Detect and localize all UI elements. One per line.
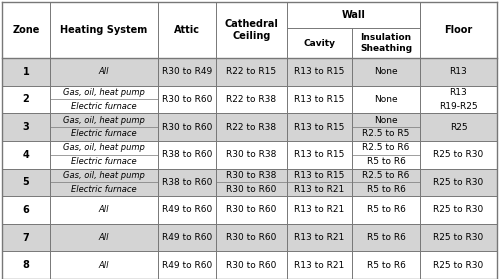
- Text: R13 to R21: R13 to R21: [294, 261, 345, 270]
- Text: R49 to R60: R49 to R60: [162, 233, 212, 242]
- Text: R22 to R38: R22 to R38: [227, 95, 276, 104]
- Text: R30 to R60: R30 to R60: [227, 261, 276, 270]
- Text: Electric furnace: Electric furnace: [71, 185, 137, 194]
- Text: R30 to R60: R30 to R60: [227, 205, 276, 215]
- Text: Floor: Floor: [445, 25, 473, 35]
- Text: Gas, oil, heat pump: Gas, oil, heat pump: [63, 88, 145, 97]
- Text: Attic: Attic: [174, 25, 200, 35]
- Text: Zone: Zone: [12, 25, 40, 35]
- Bar: [2, 2, 497, 58]
- Text: R38 to R60: R38 to R60: [162, 150, 212, 159]
- Bar: [2, 86, 497, 113]
- Text: R2.5 to R6: R2.5 to R6: [362, 143, 410, 152]
- Text: Electric furnace: Electric furnace: [71, 157, 137, 166]
- Text: R13 to R21: R13 to R21: [294, 205, 345, 215]
- Text: R13 to R21: R13 to R21: [294, 185, 345, 194]
- Text: R5 to R6: R5 to R6: [367, 205, 405, 215]
- Text: Electric furnace: Electric furnace: [71, 102, 137, 111]
- Text: R30 to R60: R30 to R60: [162, 95, 212, 104]
- Text: R5 to R6: R5 to R6: [367, 233, 405, 242]
- Text: Insulation
Sheathing: Insulation Sheathing: [360, 33, 412, 53]
- Text: R13: R13: [450, 67, 468, 76]
- Text: R13 to R15: R13 to R15: [294, 150, 345, 159]
- Text: Cavity: Cavity: [303, 39, 335, 47]
- Text: R30 to R60: R30 to R60: [227, 185, 276, 194]
- Text: R22 to R15: R22 to R15: [227, 67, 276, 76]
- Text: Electric furnace: Electric furnace: [71, 129, 137, 138]
- Text: Cathedral
Ceiling: Cathedral Ceiling: [225, 19, 278, 41]
- Text: Gas, oil, heat pump: Gas, oil, heat pump: [63, 143, 145, 152]
- Text: R25 to R30: R25 to R30: [433, 205, 484, 215]
- Bar: [2, 113, 497, 141]
- Text: R25 to R30: R25 to R30: [433, 233, 484, 242]
- Text: All: All: [99, 261, 109, 270]
- Text: R49 to R60: R49 to R60: [162, 205, 212, 215]
- Text: R13 to R15: R13 to R15: [294, 95, 345, 104]
- Text: R5 to R6: R5 to R6: [367, 157, 405, 166]
- Text: Heating System: Heating System: [60, 25, 148, 35]
- Text: R38 to R60: R38 to R60: [162, 178, 212, 187]
- Text: R5 to R6: R5 to R6: [367, 185, 405, 194]
- Text: R13 to R15: R13 to R15: [294, 171, 345, 180]
- Text: R2.5 to R6: R2.5 to R6: [362, 171, 410, 180]
- Bar: [2, 58, 497, 86]
- Text: R22 to R38: R22 to R38: [227, 122, 276, 132]
- Text: R25: R25: [450, 122, 467, 132]
- Bar: [2, 196, 497, 224]
- Text: R30 to R38: R30 to R38: [227, 150, 276, 159]
- Bar: [2, 251, 497, 279]
- Text: 3: 3: [22, 122, 29, 132]
- Text: R13 to R15: R13 to R15: [294, 67, 345, 76]
- Text: Gas, oil, heat pump: Gas, oil, heat pump: [63, 171, 145, 180]
- Text: R5 to R6: R5 to R6: [367, 261, 405, 270]
- Text: R25 to R30: R25 to R30: [433, 178, 484, 187]
- Text: R49 to R60: R49 to R60: [162, 261, 212, 270]
- Text: 4: 4: [22, 150, 29, 160]
- Text: R13: R13: [450, 88, 468, 97]
- Text: R30 to R60: R30 to R60: [162, 122, 212, 132]
- Text: R25 to R30: R25 to R30: [433, 261, 484, 270]
- Text: 1: 1: [22, 67, 29, 77]
- Bar: [2, 141, 497, 169]
- Text: 5: 5: [22, 177, 29, 187]
- Text: None: None: [374, 67, 398, 76]
- Text: 2: 2: [22, 94, 29, 104]
- Text: Wall: Wall: [341, 10, 365, 20]
- Bar: [2, 169, 497, 196]
- Text: All: All: [99, 205, 109, 215]
- Bar: [2, 224, 497, 251]
- Text: All: All: [99, 233, 109, 242]
- Text: R19-R25: R19-R25: [439, 102, 478, 111]
- Text: R2.5 to R5: R2.5 to R5: [362, 129, 410, 138]
- Text: R30 to R38: R30 to R38: [227, 171, 276, 180]
- Text: None: None: [374, 95, 398, 104]
- Text: 7: 7: [22, 233, 29, 242]
- Text: R30 to R49: R30 to R49: [162, 67, 212, 76]
- Text: All: All: [99, 67, 109, 76]
- Text: Gas, oil, heat pump: Gas, oil, heat pump: [63, 116, 145, 125]
- Text: 8: 8: [22, 260, 29, 270]
- Text: R13 to R21: R13 to R21: [294, 233, 345, 242]
- Text: R25 to R30: R25 to R30: [433, 150, 484, 159]
- Text: 6: 6: [22, 205, 29, 215]
- Text: None: None: [374, 116, 398, 125]
- Text: R30 to R60: R30 to R60: [227, 233, 276, 242]
- Text: R13 to R15: R13 to R15: [294, 122, 345, 132]
